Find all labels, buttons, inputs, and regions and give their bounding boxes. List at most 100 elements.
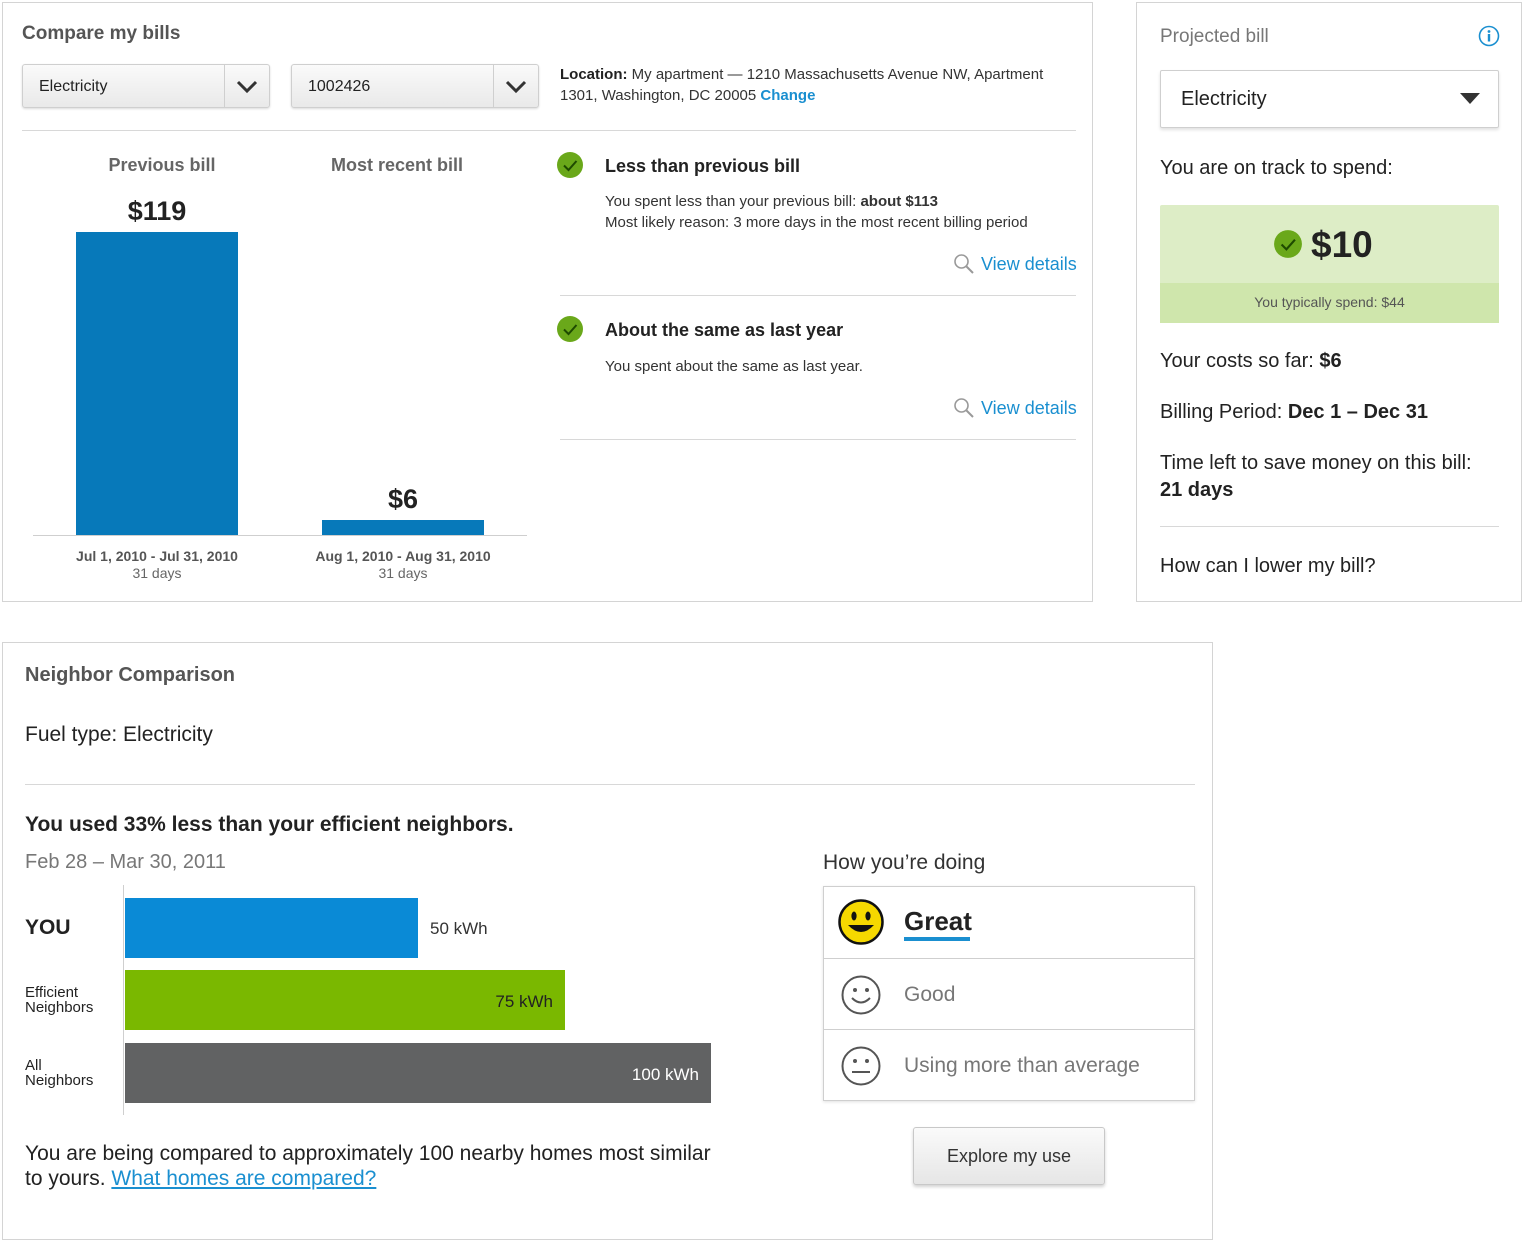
time-left-value: 21 days xyxy=(1160,479,1234,501)
insight-line2: Most likely reason: 3 more days in the m… xyxy=(605,214,1028,231)
costs-so-far: Your costs so far: $6 xyxy=(1160,348,1342,375)
divider xyxy=(22,130,1076,131)
insight-title: Less than previous bill xyxy=(605,156,801,176)
all-neighbors-bar xyxy=(125,1043,711,1103)
insight-line1: You spent less than your previous bill: xyxy=(605,193,861,210)
fuel-type-dropdown[interactable]: Electricity xyxy=(22,64,270,108)
row-label-you: YOU xyxy=(25,916,71,939)
period-value: Dec 1 – Dec 31 xyxy=(1287,401,1428,423)
panel-title: Neighbor Comparison xyxy=(25,664,236,686)
comparison-date-range: Feb 28 – Mar 30, 2011 xyxy=(25,851,226,873)
insight-amount: about $113 xyxy=(860,193,938,210)
check-circle-icon xyxy=(1274,230,1302,258)
row-label-line2: Neighbors xyxy=(25,999,94,1016)
rating-label: Great xyxy=(904,906,972,936)
efficient-neighbors-bar xyxy=(125,970,565,1030)
bar-baseline xyxy=(33,535,527,536)
row-label-efficient: Efficient Neighbors xyxy=(25,985,93,1015)
location-line1: My apartment — 1210 Massachusetts Avenue… xyxy=(631,66,1044,83)
previous-bill-heading: Previous bill xyxy=(108,155,216,175)
chevron-down-icon xyxy=(505,80,527,94)
location-label: Location: xyxy=(560,66,628,83)
billing-period: Billing Period: Dec 1 – Dec 31 xyxy=(1160,399,1428,426)
fuel-type: Fuel type: Electricity xyxy=(25,723,213,746)
insight-title: About the same as last year xyxy=(605,320,844,340)
recent-bill-bar xyxy=(322,520,484,535)
comparison-footnote: You are being compared to approximately … xyxy=(25,1141,725,1191)
view-details-link[interactable]: View details xyxy=(953,397,1077,419)
projected-fuel-value: Electricity xyxy=(1181,88,1267,110)
change-location-link[interactable]: Change xyxy=(760,87,816,104)
costs-value: $6 xyxy=(1319,350,1342,372)
check-circle-icon xyxy=(557,316,583,342)
rating-great: Great xyxy=(824,887,1194,958)
on-track-label: You are on track to spend: xyxy=(1160,157,1393,179)
period-label: Billing Period: xyxy=(1160,401,1288,423)
account-dropdown[interactable]: 1002426 xyxy=(291,64,539,108)
how-doing-title: How you’re doing xyxy=(823,851,986,874)
previous-bill-dates: Jul 1, 2010 - Jul 31, 2010 xyxy=(76,548,238,564)
footnote-line2: to yours. xyxy=(25,1167,112,1190)
projected-bill-panel: Projected bill Electricity You are on tr… xyxy=(1136,2,1522,602)
time-left-label: Time left to save money on this bill: xyxy=(1160,452,1472,474)
projected-amount: $10 xyxy=(1311,224,1373,265)
previous-bill-bar xyxy=(76,232,238,535)
location-info: Location: My apartment — 1210 Massachuse… xyxy=(560,64,1080,106)
rating-label: Good xyxy=(904,983,956,1006)
divider xyxy=(25,784,1195,785)
lower-bill-link[interactable]: How can I lower my bill? xyxy=(1160,555,1376,577)
neighbor-comparison-panel: Neighbor Comparison Fuel type: Electrici… xyxy=(2,642,1213,1240)
efficient-usage-value: 75 kWh xyxy=(495,992,553,1011)
compare-bills-panel: Compare my bills Electricity 1002426 Loc… xyxy=(2,2,1093,602)
magnifier-icon xyxy=(954,398,974,418)
smiley-great-icon xyxy=(838,899,884,945)
insight-text: You spent about the same as last year. xyxy=(605,358,863,375)
you-usage-bar xyxy=(125,898,418,958)
previous-bill-amount: $119 xyxy=(127,196,187,226)
info-icon[interactable] xyxy=(1478,25,1500,47)
smiley-good-icon xyxy=(841,975,881,1015)
row-label-line1: All xyxy=(25,1057,42,1074)
view-details-label: View details xyxy=(981,397,1077,418)
rating-scale: Great Good Using more than average xyxy=(823,886,1195,1101)
rating-label: Using more than average xyxy=(904,1054,1140,1077)
time-left: Time left to save money on this bill: 21… xyxy=(1160,450,1472,504)
row-label-all: All Neighbors xyxy=(25,1058,93,1088)
what-homes-link[interactable]: What homes are compared? xyxy=(111,1167,377,1190)
neutral-face-icon xyxy=(841,1046,881,1086)
active-indicator xyxy=(904,937,970,941)
view-details-label: View details xyxy=(981,253,1077,274)
chart-axis xyxy=(123,885,124,1115)
explore-my-use-button[interactable]: Explore my use xyxy=(913,1127,1105,1185)
divider xyxy=(560,295,1076,296)
all-usage-value: 100 kWh xyxy=(631,1065,699,1084)
location-line2: 1301, Washington, DC 20005 xyxy=(560,87,757,104)
panel-title: Compare my bills xyxy=(22,23,181,44)
costs-label: Your costs so far: xyxy=(1160,350,1320,372)
projection-box: $10 You typically spend: $44 xyxy=(1160,205,1499,323)
row-label-line2: Neighbors xyxy=(25,1072,94,1089)
divider xyxy=(560,439,1076,440)
comparison-headline: You used 33% less than your efficient ne… xyxy=(25,813,514,836)
chevron-down-icon xyxy=(236,80,258,94)
typical-spend: You typically spend: $44 xyxy=(1254,294,1405,310)
projected-fuel-dropdown[interactable]: Electricity xyxy=(1160,70,1499,128)
row-label-line1: Efficient xyxy=(25,984,79,1001)
rating-above-average: Using more than average xyxy=(824,1029,1194,1100)
check-circle-icon xyxy=(557,152,583,178)
recent-bill-days: 31 days xyxy=(378,565,428,581)
account-value: 1002426 xyxy=(308,78,371,95)
panel-title: Projected bill xyxy=(1160,26,1269,47)
magnifier-icon xyxy=(954,254,974,274)
you-usage-value: 50 kWh xyxy=(430,919,488,938)
recent-bill-heading: Most recent bill xyxy=(330,155,464,175)
rating-good: Good xyxy=(824,958,1194,1029)
previous-bill-days: 31 days xyxy=(132,565,182,581)
caret-down-icon xyxy=(1460,93,1480,104)
divider xyxy=(1160,526,1499,527)
view-details-link[interactable]: View details xyxy=(953,253,1077,275)
recent-bill-amount: $6 xyxy=(387,484,419,514)
recent-bill-dates: Aug 1, 2010 - Aug 31, 2010 xyxy=(315,548,491,564)
footnote-line1: You are being compared to approximately … xyxy=(25,1142,711,1165)
insight-text: You spent less than your previous bill: … xyxy=(605,191,1075,233)
